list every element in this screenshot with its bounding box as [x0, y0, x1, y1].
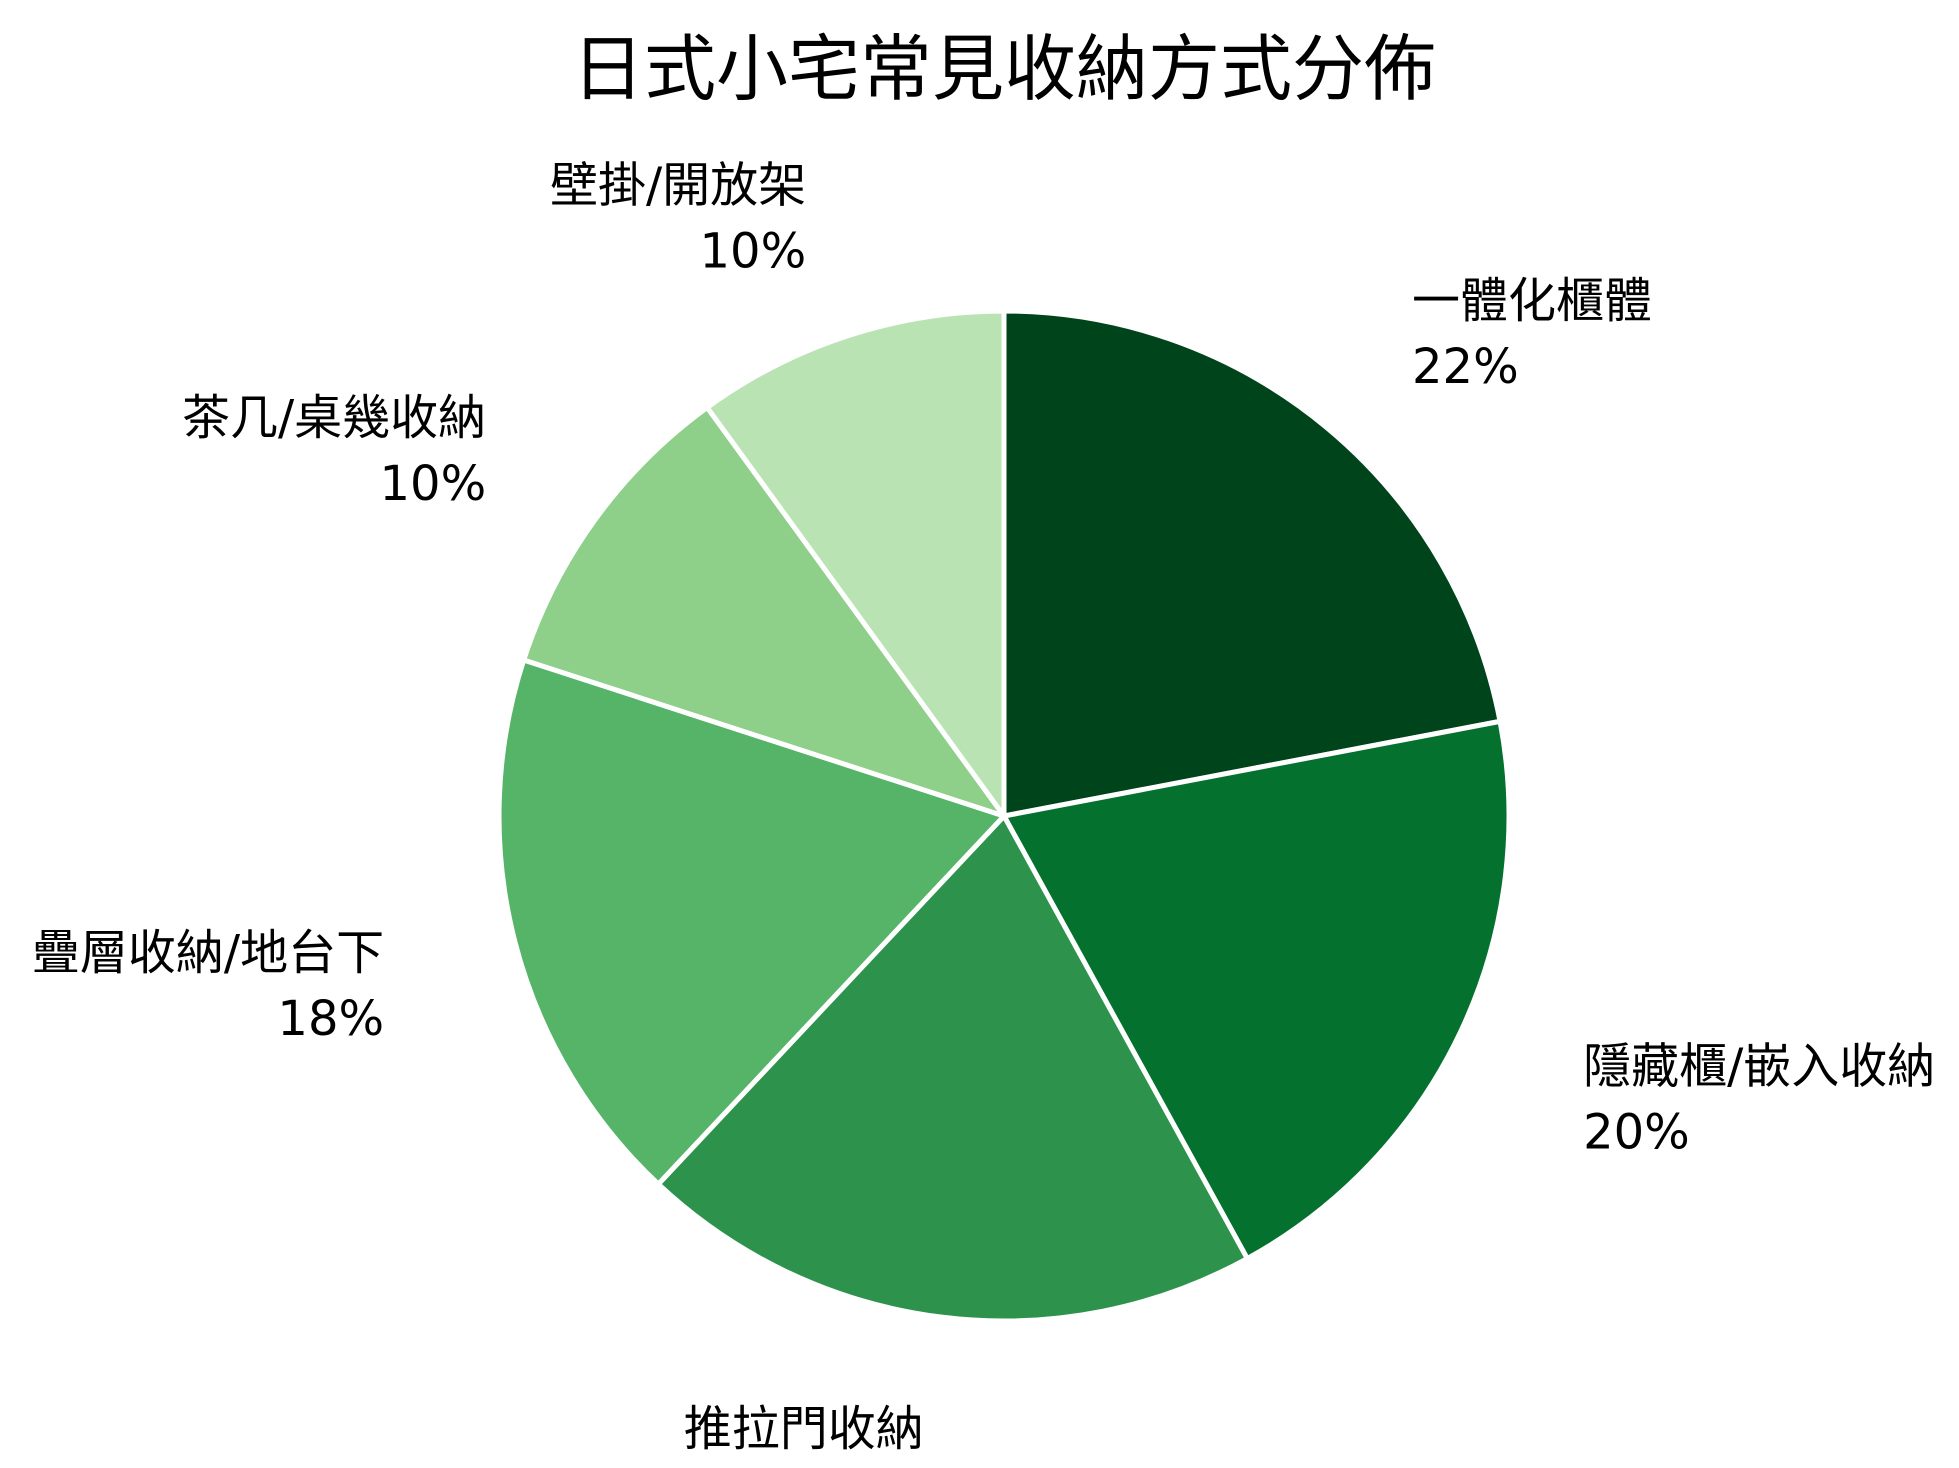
slice-value-label: 10% [380, 456, 487, 512]
slice-value-label: 22% [1412, 339, 1519, 395]
pie-slice [521, 404, 1007, 819]
slice-label: 茶几/桌幾收納 [182, 390, 486, 446]
pie-slice [496, 657, 1007, 1187]
pie-slices [496, 308, 1512, 1324]
pie-slice [655, 813, 1250, 1324]
pie-slice [704, 308, 1007, 819]
pie-slice [1001, 718, 1512, 1262]
slice-label: 推拉門收納 [684, 1401, 924, 1457]
slice-value-label: 20% [1583, 1105, 1690, 1161]
slice-value-label: 18% [277, 991, 384, 1047]
slice-label: 壁掛/開放架 [550, 157, 806, 213]
pie-slice [1001, 308, 1503, 819]
slice-label: 疊層收納/地台下 [32, 925, 384, 981]
slice-label: 一體化櫃體 [1412, 273, 1652, 329]
slice-label: 隱藏櫃/嵌入收納 [1583, 1039, 1935, 1095]
slice-labels: 一體化櫃體22%隱藏櫃/嵌入收納20%推拉門收納20%疊層收納/地台下18%茶几… [32, 157, 1935, 1468]
slice-value-label: 10% [700, 223, 807, 279]
chart-title: 日式小宅常見收納方式分佈 [572, 27, 1436, 111]
